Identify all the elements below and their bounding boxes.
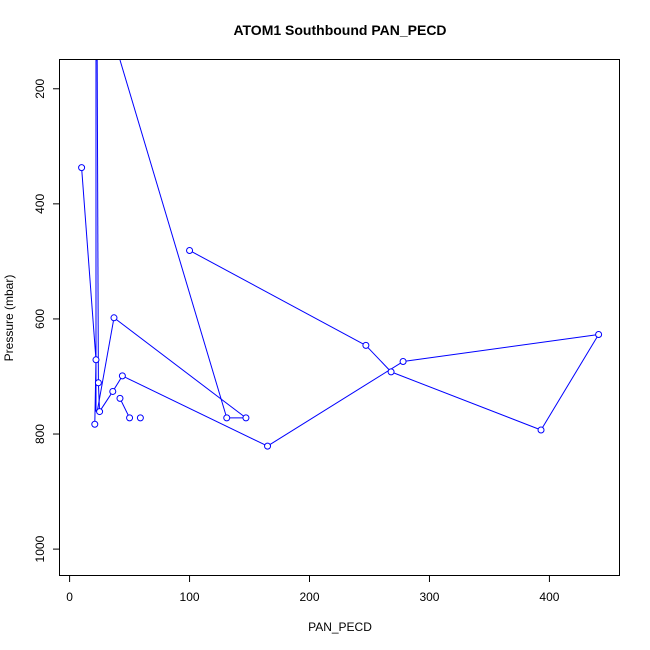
- y-tick-label: 200: [33, 78, 47, 98]
- series-line-segment: [189, 250, 367, 346]
- series-line-segment: [122, 375, 268, 447]
- series-group: [78, 60, 603, 450]
- data-point-marker: [399, 358, 407, 366]
- data-point-marker: [362, 341, 370, 349]
- series-line-segment: [96, 317, 115, 412]
- data-point-marker: [186, 246, 194, 254]
- data-point-marker: [96, 408, 104, 416]
- series-line-segment: [113, 317, 247, 419]
- data-point-marker: [109, 387, 117, 395]
- series-line-segment: [99, 391, 114, 412]
- data-point-marker: [78, 164, 86, 172]
- x-axis: 0 100 200 300 400: [66, 575, 560, 604]
- plot-frame: [59, 59, 620, 576]
- data-point-marker: [118, 372, 126, 380]
- series-line-segment: [119, 60, 228, 419]
- x-tick-label: 400: [539, 590, 559, 604]
- y-tick-label: 600: [33, 309, 47, 329]
- data-point-marker: [92, 356, 100, 364]
- x-tick-label: 200: [299, 590, 319, 604]
- data-point-marker: [264, 442, 272, 450]
- series-line-segment: [540, 334, 600, 431]
- series-line-segment: [403, 333, 599, 363]
- data-point-marker: [223, 414, 231, 422]
- y-tick-label: 800: [33, 424, 47, 444]
- data-point-marker: [126, 414, 134, 422]
- y-tick-label: 400: [33, 194, 47, 214]
- series-line-segment: [365, 345, 392, 373]
- series-line-segment: [97, 382, 101, 412]
- data-point-marker: [110, 314, 118, 322]
- data-point-marker: [387, 368, 395, 376]
- x-tick-label: 0: [66, 590, 73, 604]
- series-line-segment: [96, 60, 99, 383]
- data-point-marker: [91, 420, 99, 428]
- y-axis-label: Pressure (mbar): [2, 275, 16, 362]
- series-line-segment: [81, 167, 97, 360]
- x-tick-label: 100: [180, 590, 200, 604]
- series-line-segment: [390, 371, 542, 431]
- x-axis-label: PAN_PECD: [308, 620, 372, 634]
- series-line-segment: [267, 361, 404, 447]
- series-line-segment: [119, 398, 131, 419]
- data-point-marker: [116, 394, 124, 402]
- data-point-marker: [242, 414, 250, 422]
- data-point-marker: [537, 426, 545, 434]
- x-tick-label: 300: [419, 590, 439, 604]
- y-axis: 200 400 600 800 1000: [33, 78, 60, 562]
- data-point-marker: [595, 330, 603, 338]
- y-tick-label: 1000: [33, 535, 47, 562]
- data-point-marker: [136, 414, 144, 422]
- chart-title: ATOM1 Southbound PAN_PECD: [233, 22, 446, 38]
- data-point-marker: [94, 379, 102, 387]
